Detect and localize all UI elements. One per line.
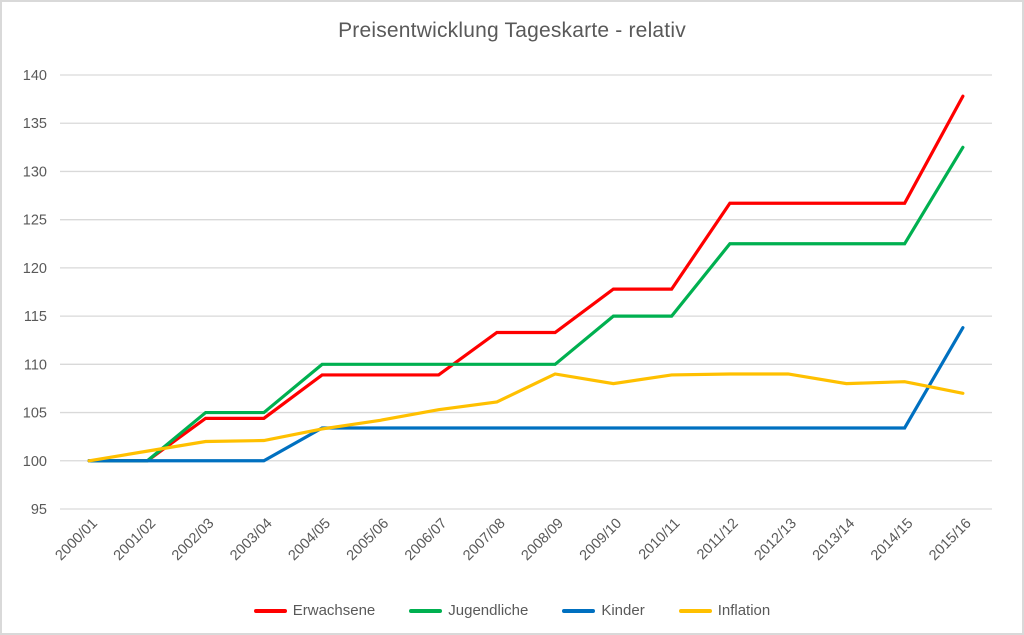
x-axis-tick-label: 2012/13	[752, 516, 800, 564]
legend-label-jugendliche: Jugendliche	[448, 602, 529, 619]
x-axis-tick-label: 2015/16	[926, 516, 974, 564]
x-axis-tick-label: 2004/05	[286, 516, 334, 564]
series-line-erwachsene	[87, 94, 965, 463]
legend-item-inflation: Inflation	[678, 602, 771, 619]
y-axis-tick-label: 100	[23, 454, 47, 470]
legend-line-swatch-inflation-icon	[678, 608, 712, 613]
x-axis-tick-label: 2010/11	[636, 516, 684, 564]
x-axis-tick-label: 2007/08	[460, 516, 508, 564]
y-axis-tick-label: 135	[23, 116, 47, 132]
x-axis-tick-label: 2006/07	[402, 516, 450, 564]
y-axis-tick-label: 130	[23, 164, 47, 180]
series-line-jugendliche	[87, 145, 965, 463]
chart-legend: Erwachsene Jugendliche Kinder Inflation	[2, 602, 1022, 619]
y-axis-tick-label: 110	[24, 357, 47, 373]
legend-item-jugendliche: Jugendliche	[409, 602, 528, 619]
y-axis-tick-label: 105	[23, 406, 47, 422]
y-axis-tick-label: 115	[24, 309, 47, 325]
legend-item-erwachsene: Erwachsene	[253, 602, 376, 619]
x-axis-tick-label: 2009/10	[577, 516, 625, 564]
x-axis-tick-label: 2014/15	[868, 516, 916, 564]
x-axis-tick-label: 2011/12	[694, 516, 742, 564]
legend-item-kinder: Kinder	[562, 602, 645, 619]
chart-title: Preisentwicklung Tageskarte - relativ	[338, 19, 686, 42]
x-axis-tick-label: 2005/06	[344, 516, 392, 564]
legend-label-erwachsene: Erwachsene	[292, 602, 376, 619]
x-axis-tick-label: 2002/03	[169, 516, 217, 564]
x-axis-tick-label: 2001/02	[111, 516, 159, 564]
y-axis-tick-label: 140	[23, 68, 47, 84]
legend-line-swatch-kinder-icon	[562, 608, 596, 613]
legend-label-kinder: Kinder	[601, 602, 645, 619]
y-axis-tick-label: 120	[23, 261, 47, 277]
series-line-kinder	[87, 326, 965, 463]
y-axis-tick-label: 125	[23, 213, 47, 229]
series-line-inflation	[87, 372, 965, 463]
x-axis-tick-label: 2000/01	[53, 516, 101, 564]
y-axis-tick-label: 95	[31, 502, 47, 518]
legend-line-swatch-erwachsene-icon	[253, 608, 287, 613]
x-axis-tick-label: 2013/14	[810, 516, 858, 564]
x-axis-tick-label: 2003/04	[227, 516, 275, 564]
legend-line-swatch-jugendliche-icon	[409, 608, 443, 613]
legend-label-inflation: Inflation	[717, 602, 771, 619]
x-axis-tick-label: 2008/09	[519, 516, 567, 564]
